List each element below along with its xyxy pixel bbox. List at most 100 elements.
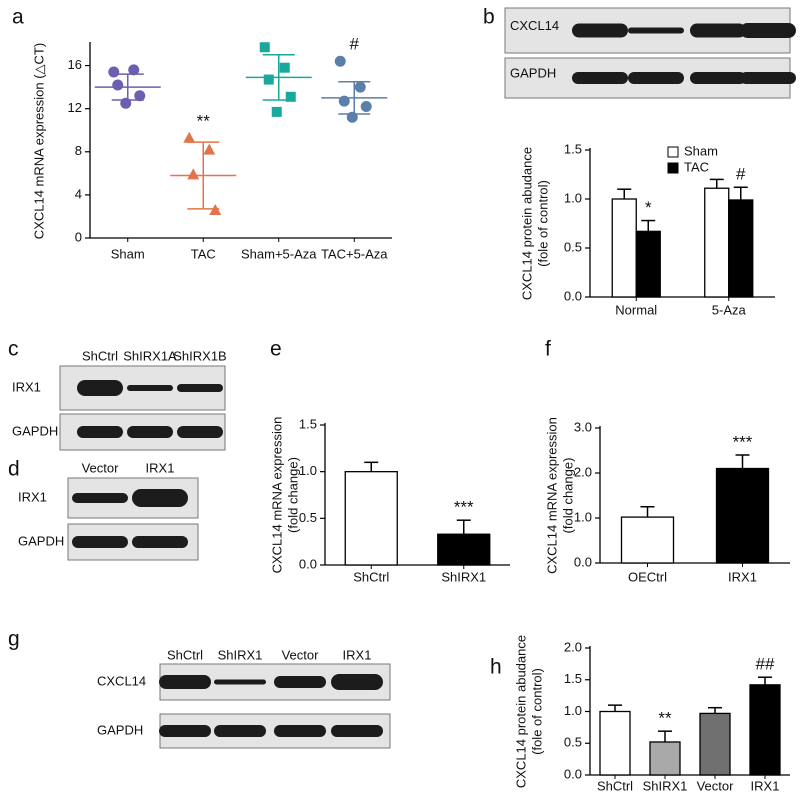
y-tick-label: 0.0 [564, 766, 582, 781]
annotation: ## [756, 655, 775, 674]
bar [611, 198, 637, 298]
x-tick-label: ShCtrl [353, 569, 389, 584]
row-label: CXCL14 [97, 673, 146, 688]
blot-band [740, 23, 796, 38]
x-tick-label: 5-Aza [712, 302, 747, 317]
blot-band [177, 384, 223, 392]
lane-label: IRX1 [343, 647, 372, 662]
row-label: IRX1 [12, 379, 41, 394]
x-tick-label: IRX1 [751, 778, 780, 793]
y-tick-label: 0.5 [299, 510, 317, 525]
bar [437, 533, 491, 566]
blot-band [572, 23, 628, 38]
blot-band [72, 536, 128, 548]
point [134, 90, 146, 102]
y-tick-label: 1.5 [299, 416, 317, 431]
lane-label: ShCtrl [82, 348, 118, 363]
annotation: ** [658, 709, 672, 728]
y-tick-label: 1.0 [574, 509, 592, 524]
bar [620, 516, 675, 564]
annotation: *** [733, 432, 753, 451]
annotation: ** [197, 111, 211, 130]
row-label: IRX1 [18, 489, 47, 504]
panel-letter: f [545, 338, 551, 361]
x-tick-label: TAC+5-Aza [321, 246, 388, 261]
y-tick-label: 0 [75, 229, 82, 244]
panel-letter: c [8, 338, 19, 361]
x-tick-label: ShIRX1 [643, 778, 688, 793]
lane-label: Vector [82, 460, 120, 475]
panel-letter: d [8, 458, 20, 481]
bar [704, 187, 730, 298]
y-tick-label: 2.0 [564, 639, 582, 654]
y-tick-label: 12 [68, 100, 82, 115]
blot-band [331, 725, 383, 737]
legend-swatch [667, 146, 679, 158]
y-tick-label: 2.0 [574, 464, 592, 479]
y-tick-label: 8 [75, 143, 82, 158]
y-tick-label: 16 [68, 57, 82, 72]
y-axis-label: (fold change) [560, 458, 575, 534]
point [334, 55, 346, 67]
point [187, 168, 200, 180]
blot-band [159, 725, 211, 737]
lane-label: ShIRX1A [123, 348, 177, 363]
point [128, 64, 140, 76]
panel-letter: h [490, 656, 502, 679]
panel-letter: g [8, 628, 20, 651]
panel-letter: e [270, 338, 282, 361]
y-axis-label: CXCL14 mRNA expression [544, 417, 559, 574]
y-tick-label: 0.5 [564, 735, 582, 750]
blot-band [740, 72, 796, 84]
y-axis-label: CXCL14 protein abudance [513, 635, 528, 788]
lane-label: ShCtrl [167, 647, 203, 662]
y-tick-label: 1.0 [299, 463, 317, 478]
point [183, 131, 196, 143]
panel-letter: b [483, 6, 495, 29]
y-axis-label: CXCL14 protein abudance [519, 147, 534, 300]
bar [344, 471, 398, 566]
annotation: *** [454, 498, 474, 517]
point [263, 74, 274, 85]
y-tick-label: 0.0 [574, 554, 592, 569]
annotation: * [645, 198, 652, 217]
annotation: # [736, 165, 746, 184]
blot-band [214, 725, 266, 737]
bar [599, 710, 631, 776]
y-axis-label: (fole of control) [529, 668, 544, 755]
legend-swatch [667, 162, 679, 174]
y-tick-label: 0.5 [564, 239, 582, 254]
x-tick-label: TAC [191, 246, 216, 261]
row-label: CXCL14 [510, 18, 559, 33]
x-tick-label: Sham [111, 246, 145, 261]
blot-band [77, 426, 123, 438]
blot-band [77, 380, 123, 396]
blot-band [177, 426, 223, 438]
lane-label: ShIRX1 [218, 647, 263, 662]
bar [649, 741, 681, 776]
x-tick-label: Sham+5-Aza [241, 246, 317, 261]
blot-band [274, 725, 326, 737]
blot-band [572, 72, 628, 84]
blot-band [132, 489, 188, 507]
annotation: # [350, 35, 360, 54]
blot-band [690, 23, 746, 38]
bar [728, 199, 754, 298]
blot-band [628, 72, 684, 84]
y-tick-label: 0.0 [299, 556, 317, 571]
y-tick-label: 1.5 [564, 141, 582, 156]
lane-label: Vector [282, 647, 320, 662]
blot-band [132, 536, 188, 548]
y-tick-label: 1.0 [564, 190, 582, 205]
x-tick-label: ShCtrl [597, 778, 633, 793]
point [259, 42, 270, 53]
point [285, 91, 296, 102]
bar [699, 712, 731, 776]
y-tick-label: 3.0 [574, 419, 592, 434]
blot-band [628, 27, 684, 34]
x-tick-label: Vector [697, 778, 735, 793]
y-axis-label: (fold change) [285, 457, 300, 533]
y-axis-label: (fole of control) [535, 180, 550, 267]
blot-band [127, 426, 173, 438]
point [112, 79, 124, 91]
